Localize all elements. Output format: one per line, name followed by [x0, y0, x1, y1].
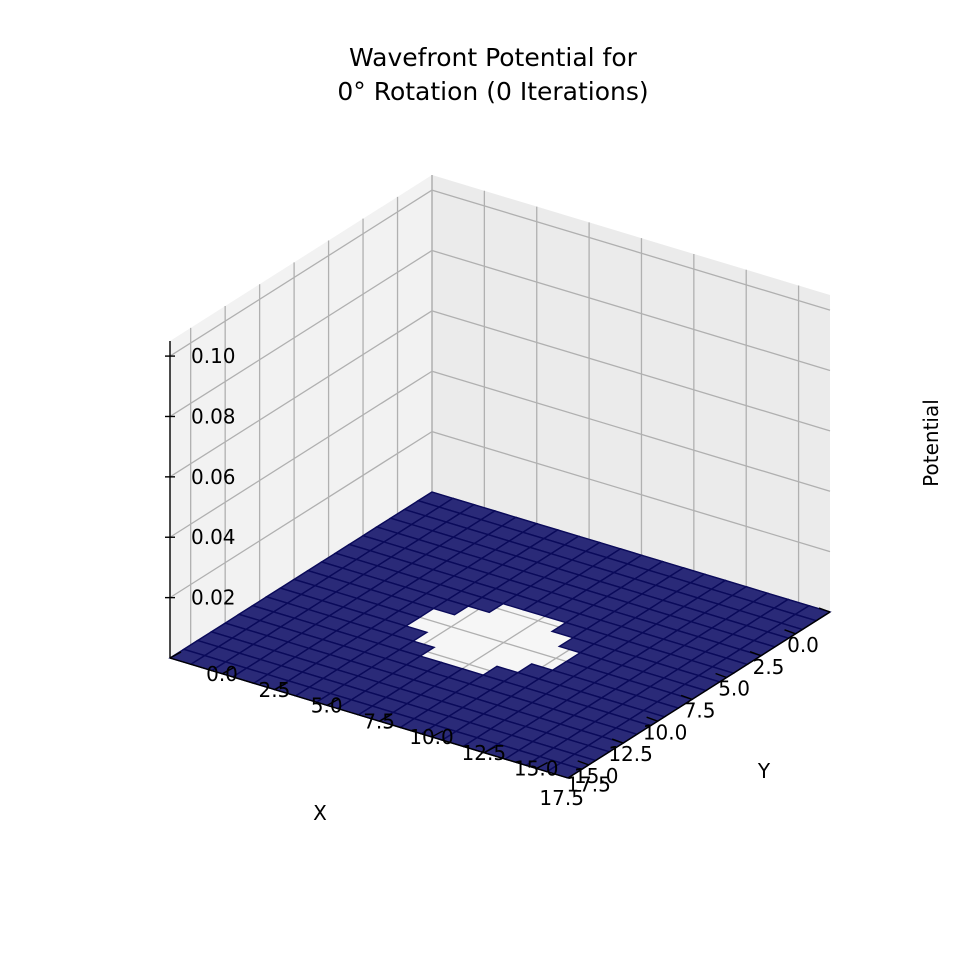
y-tick-mark — [431, 730, 444, 738]
gridline-z-left — [169, 431, 433, 599]
chart-title-line-1: Wavefront Potential for — [349, 43, 638, 72]
y-tick-label: 0.0 — [206, 662, 238, 686]
z-tick-label: 0.02 — [191, 586, 236, 610]
y-tick-label: 10.0 — [409, 725, 454, 749]
chart-title-line-2: 0° Rotation (0 Iterations) — [337, 77, 648, 106]
gridline-z-left — [169, 310, 433, 478]
x-tick-mark — [646, 716, 658, 722]
y-tick-mark — [536, 761, 548, 770]
z-tick-label: 0.08 — [191, 405, 236, 429]
gridline-z-back — [431, 310, 831, 432]
gridline-z-left — [169, 249, 433, 418]
y-tick-mark — [169, 651, 182, 659]
y-axis-label: Y — [757, 759, 771, 783]
surface-plot — [168, 491, 832, 779]
y-tick-label: 15.0 — [514, 757, 559, 781]
x-tick-label: 15.0 — [574, 764, 619, 788]
y-tick-label: 2.5 — [258, 678, 290, 702]
surface-cell — [431, 599, 470, 616]
gridline-z-left — [169, 189, 433, 357]
pane-left — [170, 175, 432, 658]
x-tick-label: 17.5 — [539, 786, 584, 810]
y-axis-line — [169, 657, 569, 779]
y-tick-mark — [483, 746, 496, 754]
y-tick-mark — [222, 667, 234, 675]
z-tick-label: 0.04 — [191, 525, 236, 549]
x-tick-mark — [749, 651, 762, 657]
z-tick-label: 0.10 — [191, 344, 236, 368]
tick-labels: 0.02.55.07.510.012.515.017.50.02.55.07.5… — [191, 344, 819, 810]
x-tick-label: 12.5 — [608, 742, 653, 766]
y-tick-mark — [274, 682, 287, 691]
y-tick-label: 5.0 — [311, 694, 343, 718]
y-tick-mark — [326, 698, 339, 706]
y-tick-label: 7.5 — [363, 709, 395, 733]
gridline-z-back — [431, 370, 831, 492]
y-tick-mark — [379, 714, 391, 722]
surface-cell — [466, 596, 505, 614]
x-tick-label: 10.0 — [643, 720, 688, 744]
x-tick-mark — [577, 760, 589, 766]
gridline-z-back — [431, 249, 831, 372]
y-tick-label: 17.5 — [566, 773, 611, 797]
x-tick-mark — [784, 629, 796, 635]
x-tick-label: 2.5 — [753, 655, 785, 679]
pane-back — [432, 175, 830, 612]
x-tick-label: 7.5 — [684, 699, 716, 723]
y-tick-label: 12.5 — [462, 741, 507, 765]
axes-lines — [165, 341, 831, 779]
x-tick-label: 5.0 — [718, 677, 750, 701]
gridline-z-back — [431, 189, 831, 311]
z-tick-label: 0.06 — [191, 465, 236, 489]
x-axis-label: X — [313, 801, 327, 825]
gridline-z-back — [431, 430, 831, 553]
x-tick-mark — [818, 607, 831, 613]
x-tick-mark — [611, 738, 624, 744]
gridline-z-left — [169, 370, 433, 538]
z-axis-label: Potential — [919, 399, 943, 487]
x-axis-line — [567, 611, 831, 779]
x-tick-mark — [680, 694, 693, 701]
x-tick-label: 0.0 — [787, 633, 819, 657]
x-tick-mark — [715, 672, 727, 679]
